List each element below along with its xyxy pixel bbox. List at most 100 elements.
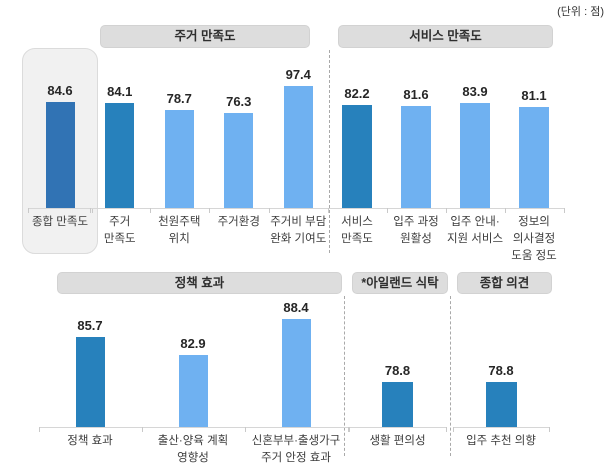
x-axis-tick [445,208,447,213]
bar-value-label: 81.1 [521,88,547,103]
x-category-label-line: 입주 추천 의향 [466,435,536,447]
x-axis-tick [28,208,29,213]
divider-island-opinion [450,296,451,456]
x-category-label-line: 천원주택 [158,216,201,228]
x-category-label-line: 주거 안정 효과 [261,452,331,464]
bar-value-label: 83.9 [462,84,488,99]
x-axis-tick [347,427,349,432]
bar-value-label: 78.8 [384,363,411,378]
bar-service-3 [519,107,549,208]
bar-island-0 [382,382,413,427]
x-axis-tick [244,427,246,432]
x-axis-tick [504,208,506,213]
x-category-label: 정책 효과 [31,433,150,450]
x-axis-tick [38,427,40,432]
x-category-label-line: 위치 [168,233,190,245]
x-axis-tick [563,208,565,213]
x-category-label-line: 만족도 [341,233,373,245]
group-header-opinion: 종합 의견 [457,272,552,294]
group-header-island: *아일랜드 식탁 [352,272,448,294]
bar-value-label: 84.6 [47,83,73,98]
x-category-label-line: 의사결정 [512,233,556,245]
x-category-label-line: 입주 안내· [450,216,500,228]
group-header-service: 서비스 만족도 [338,25,553,48]
x-category-label: 입주 추천 의향 [445,433,557,450]
bar-policy-0 [75,337,105,427]
bar-value-label: 82.2 [344,86,370,101]
x-axis-tick [446,427,447,432]
bar-value-label: 76.3 [226,94,252,109]
bar-value-label: 85.7 [77,318,103,333]
x-category-label-line: 완화 기여도 [270,233,327,245]
x-category-label-line: 정책 효과 [67,435,113,447]
bar-value-label: 88.4 [283,300,309,315]
x-axis-tick [349,427,350,432]
x-category-label-line: 영향성 [177,452,209,464]
x-category-label-line: 도움 정도 [511,250,557,262]
x-axis-tick [386,208,388,213]
x-category-label-line: 주거비 부담 [270,216,327,228]
x-axis-island [349,427,446,428]
x-category-label-line: 원활성 [400,233,432,245]
divider-policy-island [344,296,345,456]
bar-value-label: 78.7 [166,91,192,106]
x-category-label-line: 서비스 [341,216,373,228]
x-axis-tick [92,208,93,213]
x-category-label-line: 주거환경 [217,216,260,228]
x-axis-tick [327,208,329,213]
x-category-label-line: 만족도 [103,233,136,245]
bar-policy-1 [178,355,208,427]
x-category-label-line: 종합 만족도 [31,216,89,228]
x-axis-overall [28,208,92,209]
x-axis-tick [268,208,270,213]
x-axis-policy [38,427,348,428]
x-category-label-line: 정보의 [518,216,550,228]
x-category-label-line: 지원 서비스 [446,233,504,245]
x-axis-tick [453,427,454,432]
unit-note: (단위 : 점) [557,6,604,18]
x-axis-tick [549,427,550,432]
x-category-label-line: 입주 과정 [393,216,439,228]
bar-housing-3 [283,86,313,208]
x-axis-tick [209,208,210,213]
x-category-label-line: 생활 편의성 [369,435,426,447]
x-axis-tick [90,208,91,213]
bar-housing-2 [224,113,254,208]
x-category-label: 입주 안내· 지원 서비스 [438,214,513,248]
bar-policy-2 [281,319,311,427]
bar-housing-1 [164,110,194,208]
bar-overall-0 [45,102,75,208]
bar-value-label: 84.1 [107,84,133,99]
x-axis-opinion [453,427,549,428]
bar-service-0 [342,105,372,208]
bar-value-label: 78.8 [488,363,514,378]
bar-value-label: 97.4 [285,67,311,82]
bar-service-1 [401,106,431,208]
x-axis-tick [149,208,151,213]
bar-service-2 [460,103,490,208]
bar-value-label: 82.9 [180,336,206,351]
x-category-label-line: 신혼부부·출생가구 [251,435,341,447]
x-category-label-line: 출산·양육 계획 [157,435,229,447]
x-category-label-line: 주거 [109,216,131,228]
bar-opinion-0 [485,382,517,427]
bar-value-label: 81.6 [403,87,429,102]
group-header-policy: 정책 효과 [57,272,342,294]
x-axis-tick [328,208,329,213]
x-category-label: 주거환경 [201,214,277,231]
divider-housing-service [329,50,330,253]
x-category-label: 종합 만족도 [14,214,106,231]
bar-housing-0 [105,103,135,208]
group-header-housing: 주거 만족도 [100,25,310,48]
x-category-label: 생활 편의성 [341,433,454,450]
x-axis-tick [141,427,143,432]
